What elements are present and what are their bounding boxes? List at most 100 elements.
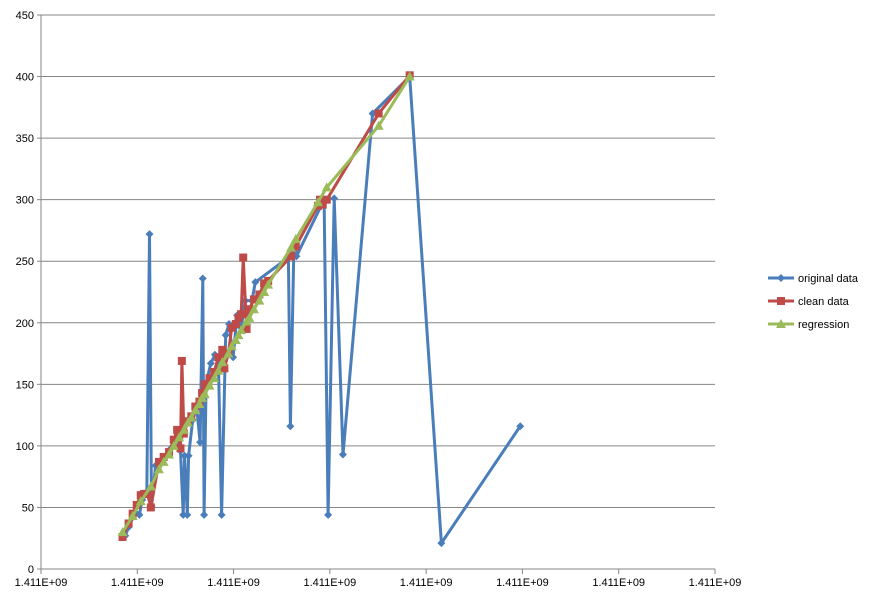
data-point-clean-data — [255, 290, 264, 299]
data-point-original-data — [200, 510, 209, 519]
data-point-regression — [213, 365, 224, 375]
y-tick-label: 300 — [16, 195, 34, 207]
data-point-clean-data — [210, 368, 219, 377]
data-point-regression — [290, 234, 301, 244]
x-tick-label: 1.411E+09 — [496, 577, 549, 589]
data-point-original-data — [179, 510, 188, 519]
data-point-regression — [321, 182, 332, 192]
data-point-regression — [117, 527, 128, 537]
data-point-clean-data — [218, 345, 227, 354]
data-point-clean-data — [237, 310, 246, 319]
data-point-original-data — [145, 230, 154, 239]
data-point-clean-data — [239, 253, 248, 262]
data-point-clean-data — [242, 324, 251, 333]
data-point-regression — [209, 373, 220, 383]
data-point-clean-data — [200, 380, 209, 389]
data-point-regression — [145, 481, 156, 491]
data-point-regression — [127, 511, 138, 521]
y-tick-label: 0 — [28, 564, 34, 576]
data-point-regression — [248, 304, 259, 314]
legend-label: regression — [798, 319, 849, 331]
data-point-clean-data — [260, 279, 269, 288]
legend-swatch-marker — [777, 274, 785, 282]
data-point-regression — [168, 440, 179, 450]
data-point-regression — [199, 389, 210, 399]
legend-item-regression: regression — [768, 319, 849, 331]
data-point-regression — [226, 341, 237, 351]
data-point-regression — [182, 417, 193, 427]
data-point-original-data — [183, 510, 192, 519]
data-point-regression — [158, 456, 169, 466]
data-point-regression — [244, 312, 255, 322]
axes — [40, 15, 715, 570]
data-point-original-data — [516, 422, 525, 431]
data-point-original-data — [324, 510, 333, 519]
data-point-regression — [186, 412, 197, 422]
data-point-original-data — [206, 359, 215, 368]
y-tick-label: 100 — [16, 441, 34, 453]
data-point-original-data — [251, 278, 260, 287]
data-point-clean-data — [176, 444, 185, 453]
y-axis-ticks: 0 50 100 150 200 250 300 350 400 450 — [16, 10, 41, 576]
x-axis-ticks: 1.411E+09 1.411E+09 1.411E+09 1.411E+09 1.41… — [15, 569, 742, 589]
data-point-regression — [204, 380, 215, 390]
data-point-regression — [190, 405, 201, 415]
data-point-original-data — [338, 450, 347, 459]
data-point-original-data — [184, 451, 193, 460]
data-point-original-data — [286, 422, 295, 431]
data-point-regression — [135, 496, 146, 506]
legend-label: clean data — [798, 296, 850, 308]
data-point-regression — [373, 120, 384, 130]
legend-item-clean-data: clean data — [768, 296, 850, 308]
y-tick-label: 250 — [16, 256, 34, 268]
data-point-regression — [223, 348, 234, 358]
data-point-regression — [286, 242, 297, 252]
legend: original data clean data regression — [768, 273, 859, 331]
data-point-clean-data — [169, 435, 178, 444]
y-tick-label: 150 — [16, 379, 34, 391]
data-point-clean-data — [287, 252, 296, 261]
data-point-clean-data — [245, 305, 254, 314]
x-tick-label: 1.411E+09 — [303, 577, 356, 589]
legend-label: original data — [798, 273, 859, 285]
data-point-regression — [178, 424, 189, 434]
x-tick-label: 1.411E+09 — [592, 577, 645, 589]
data-point-original-data — [368, 109, 377, 118]
data-point-clean-data — [214, 353, 223, 362]
legend-swatch-marker — [776, 319, 786, 328]
x-tick-label: 1.411E+09 — [400, 577, 453, 589]
x-tick-label: 1.411E+09 — [111, 577, 164, 589]
legend-item-original-data: original data — [768, 273, 859, 285]
y-tick-label: 50 — [22, 502, 34, 514]
y-tick-label: 400 — [16, 72, 34, 84]
x-tick-label: 1.411E+09 — [689, 577, 742, 589]
y-tick-label: 450 — [16, 10, 34, 22]
data-point-regression — [217, 357, 228, 367]
data-point-original-data — [330, 194, 339, 203]
data-point-regression — [174, 432, 185, 442]
data-point-original-data — [196, 438, 205, 447]
y-tick-label: 200 — [16, 318, 34, 330]
data-point-clean-data — [249, 295, 258, 304]
legend-swatch-marker — [777, 297, 785, 305]
data-point-regression — [230, 335, 241, 345]
data-point-clean-data — [220, 364, 229, 373]
x-tick-label: 1.411E+09 — [15, 577, 68, 589]
data-point-regression — [254, 295, 265, 305]
data-point-original-data — [217, 510, 226, 519]
data-point-clean-data — [318, 200, 327, 209]
data-point-regression — [404, 71, 415, 81]
y-tick-label: 350 — [16, 133, 34, 145]
data-point-clean-data — [227, 323, 236, 332]
data-point-regression — [236, 325, 247, 335]
data-point-regression — [313, 197, 324, 207]
data-point-original-data — [198, 274, 207, 283]
data-point-original-data — [135, 510, 144, 519]
data-point-clean-data — [146, 503, 155, 512]
data-point-regression — [263, 279, 274, 289]
data-point-clean-data — [374, 109, 383, 118]
data-point-regression — [259, 287, 270, 296]
data-point-clean-data — [205, 374, 214, 383]
data-point-clean-data — [173, 425, 182, 434]
